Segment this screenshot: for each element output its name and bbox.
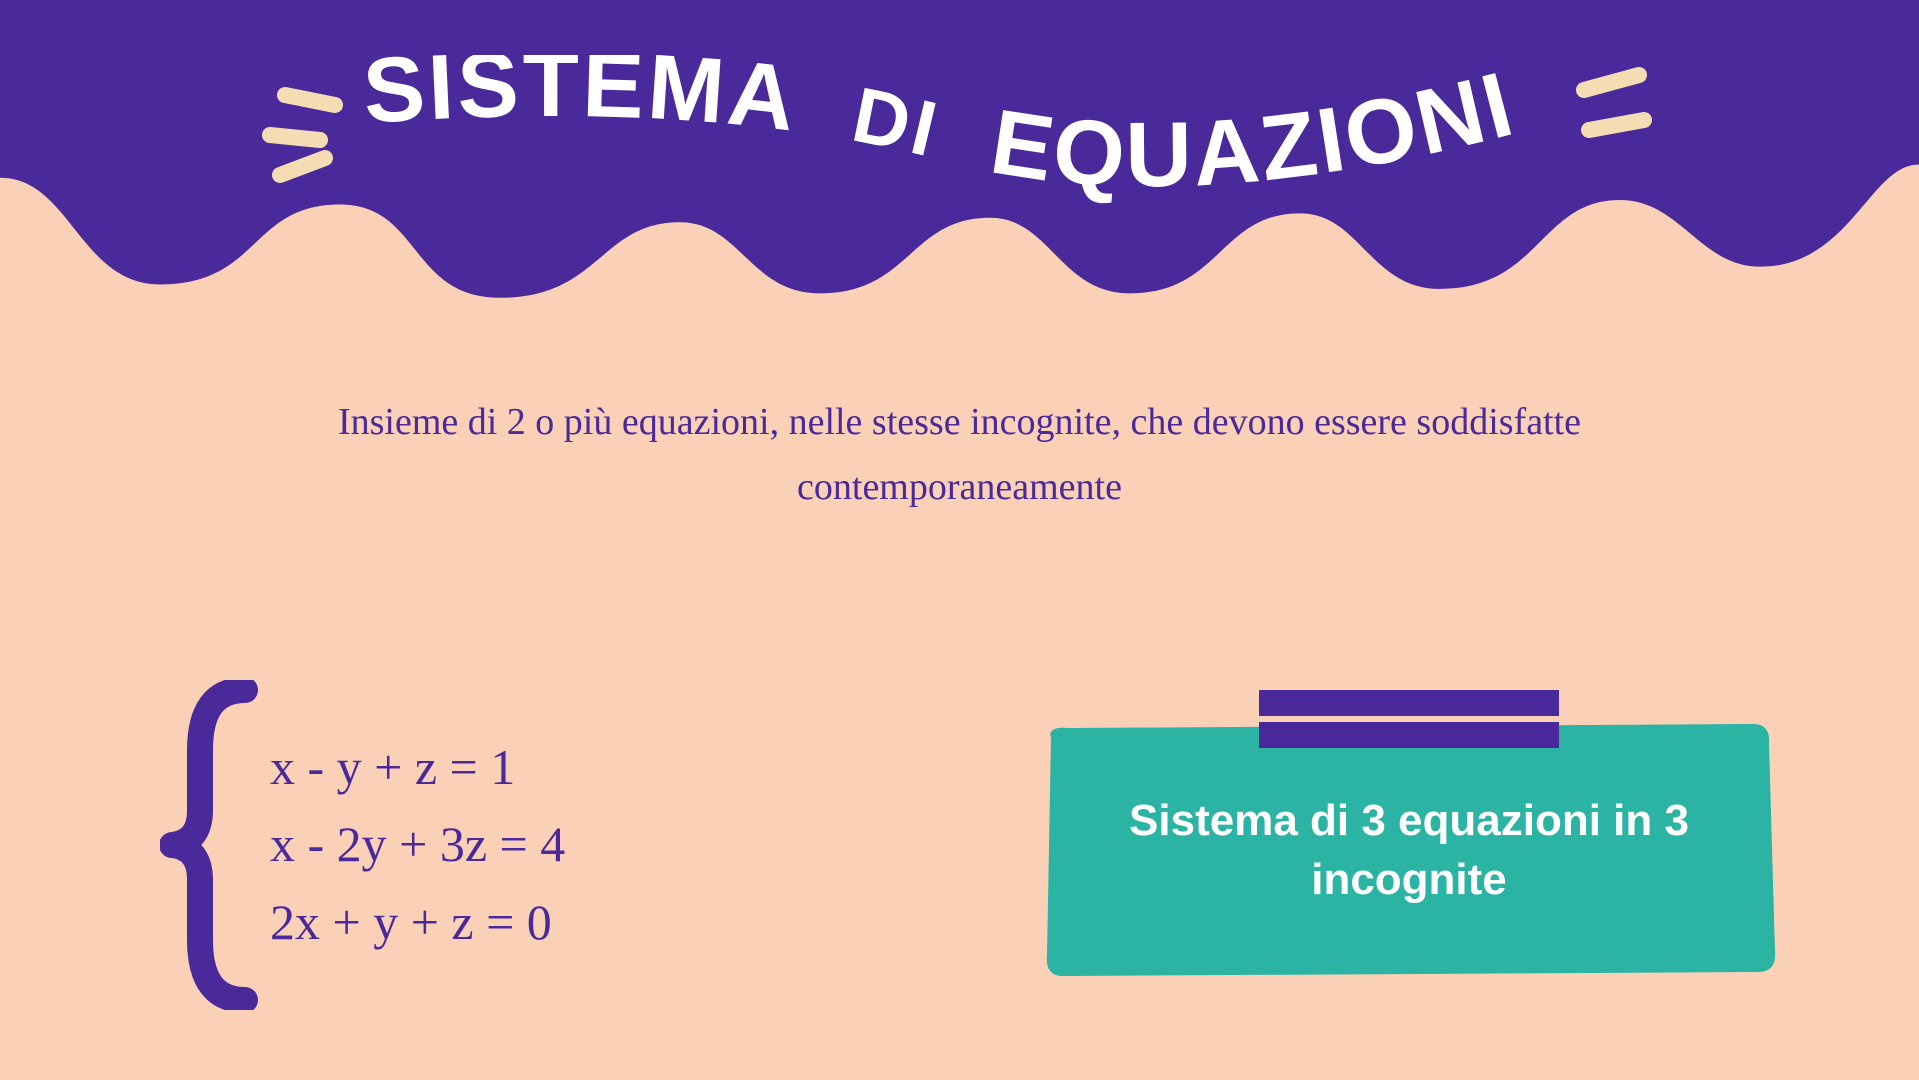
definition-text: Insieme di 2 o più equazioni, nelle stes…: [0, 390, 1919, 519]
tape-icon: [1259, 682, 1559, 754]
title-word-2: DI: [845, 70, 947, 174]
brace-icon: [160, 680, 270, 1010]
equations-block: x - y + z = 1 x - 2y + 3z = 4 2x + y + z…: [160, 680, 565, 1010]
title-container: SISTEMA DI EQUAZIONI: [0, 55, 1919, 230]
callout-text: Sistema di 3 equazioni in 3 incognite: [1039, 720, 1779, 980]
equation-line: 2x + y + z = 0: [270, 884, 565, 962]
equation-line: x - y + z = 1: [270, 729, 565, 807]
title-word-1: SISTEMA: [360, 55, 800, 150]
title-word-3: EQUAZIONI: [984, 55, 1524, 207]
equation-line: x - 2y + 3z = 4: [270, 806, 565, 884]
svg-text:SISTEMA DI EQU: SISTEMA DI EQUAZIONI: [360, 55, 1524, 207]
equations-list: x - y + z = 1 x - 2y + 3z = 4 2x + y + z…: [270, 729, 565, 962]
callout-box: Sistema di 3 equazioni in 3 incognite: [1039, 720, 1779, 980]
